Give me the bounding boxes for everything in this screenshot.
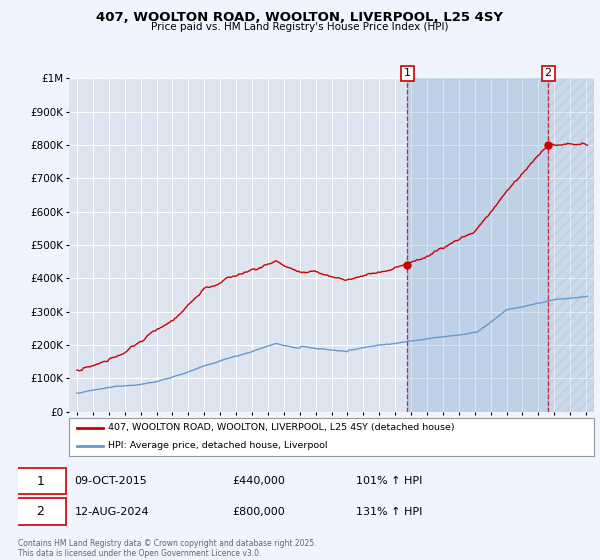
- FancyBboxPatch shape: [15, 498, 66, 525]
- Text: Price paid vs. HM Land Registry's House Price Index (HPI): Price paid vs. HM Land Registry's House …: [151, 22, 449, 32]
- Text: £440,000: £440,000: [232, 476, 285, 486]
- Text: 131% ↑ HPI: 131% ↑ HPI: [356, 507, 423, 517]
- Text: £800,000: £800,000: [232, 507, 285, 517]
- Text: 1: 1: [37, 474, 44, 488]
- Text: 09-OCT-2015: 09-OCT-2015: [74, 476, 147, 486]
- Text: HPI: Average price, detached house, Liverpool: HPI: Average price, detached house, Live…: [109, 441, 328, 450]
- Text: Contains HM Land Registry data © Crown copyright and database right 2025.
This d: Contains HM Land Registry data © Crown c…: [18, 539, 317, 558]
- Bar: [407, 78, 548, 412]
- FancyBboxPatch shape: [15, 468, 66, 494]
- Text: 12-AUG-2024: 12-AUG-2024: [74, 507, 149, 517]
- Text: 1: 1: [404, 68, 411, 78]
- Text: 2: 2: [37, 505, 44, 519]
- Text: 2: 2: [545, 68, 552, 78]
- Text: 407, WOOLTON ROAD, WOOLTON, LIVERPOOL, L25 4SY (detached house): 407, WOOLTON ROAD, WOOLTON, LIVERPOOL, L…: [109, 423, 455, 432]
- Text: 101% ↑ HPI: 101% ↑ HPI: [356, 476, 423, 486]
- Bar: [548, 78, 594, 412]
- Text: 407, WOOLTON ROAD, WOOLTON, LIVERPOOL, L25 4SY: 407, WOOLTON ROAD, WOOLTON, LIVERPOOL, L…: [97, 11, 503, 24]
